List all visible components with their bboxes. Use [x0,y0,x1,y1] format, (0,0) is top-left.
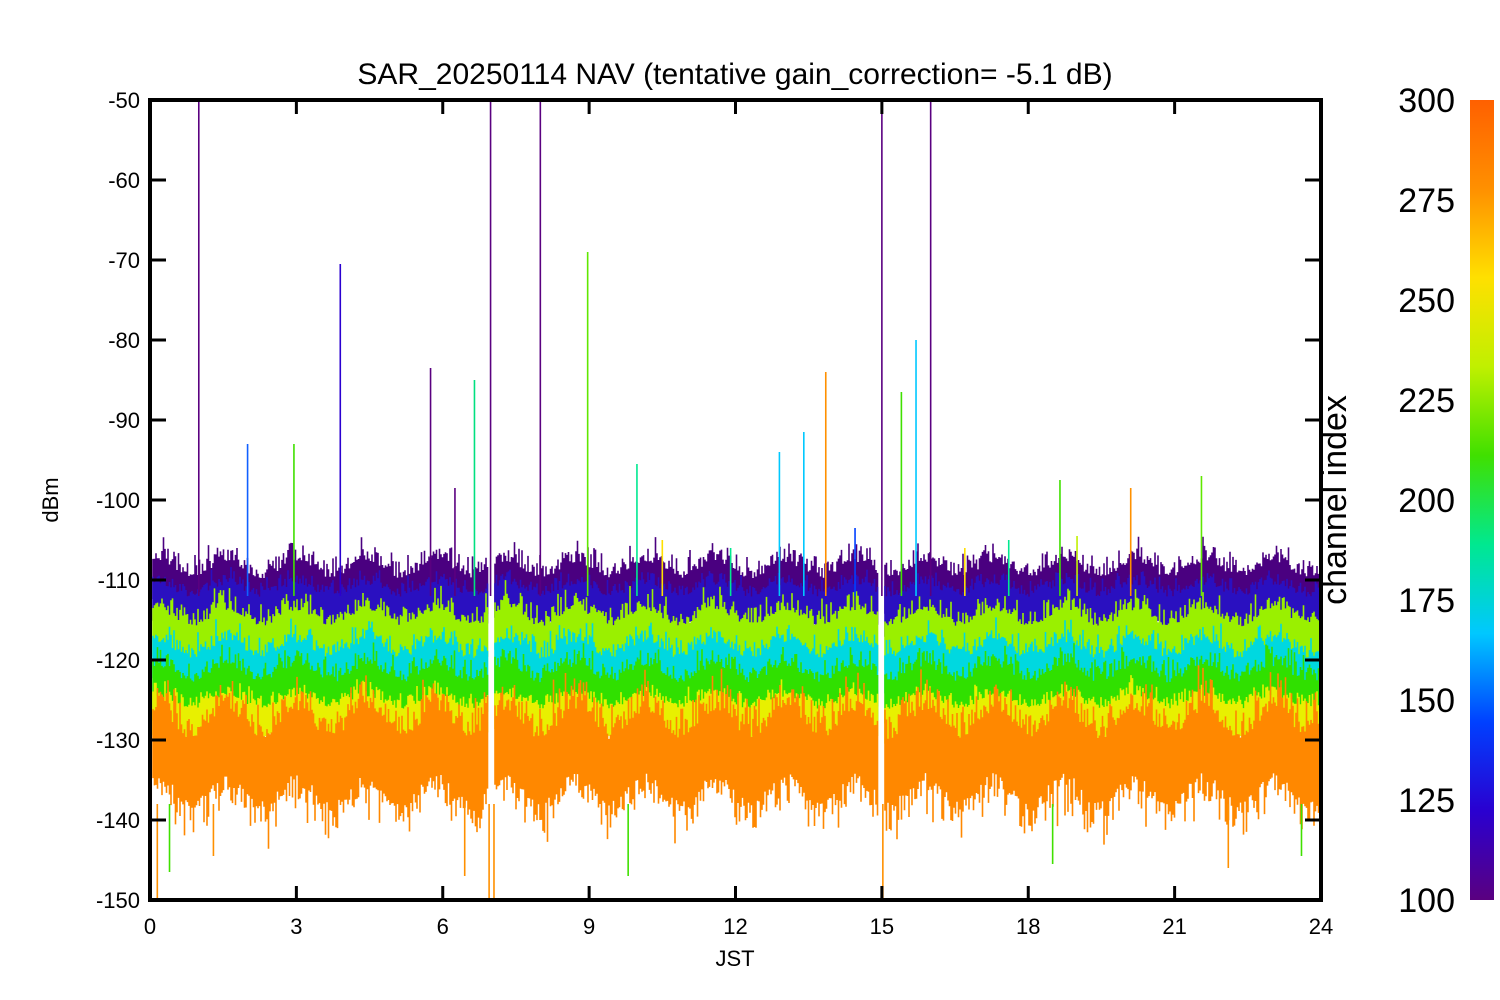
y-tick-label: -150 [96,888,140,913]
colorbar-label: channel index [1316,395,1354,605]
y-tick-label: -90 [108,408,140,433]
y-tick-label: -120 [96,648,140,673]
colorbar: 300 275 250 225 200 175 150 125 100 [1398,82,1494,920]
y-tick-label: -50 [108,88,140,113]
x-tick-label: 21 [1162,914,1186,939]
x-axis: 0 3 6 9 12 15 18 21 24 [144,100,1333,939]
noise-band-ch295 [152,665,1320,849]
chart-title: SAR_20250114 NAV (tentative gain_correct… [357,58,1112,91]
colorbar-tick-label: 175 [1398,582,1455,620]
y-tick-label: -100 [96,488,140,513]
x-tick-label: 6 [437,914,449,939]
x-tick-label: 9 [583,914,595,939]
x-tick-label: 0 [144,914,156,939]
x-tick-label: 24 [1309,914,1333,939]
x-tick-label: 3 [290,914,302,939]
y-tick-label: -110 [98,568,140,593]
y-tick-label: -140 [96,808,140,833]
plot-area [148,98,1323,902]
colorbar-tick-label: 275 [1398,182,1455,220]
spikes [156,100,1303,900]
x-tick-label: 18 [1016,914,1040,939]
colorbar-tick-label: 225 [1398,382,1455,420]
y-tick-label: -80 [108,328,140,353]
colorbar-tick-label: 150 [1398,682,1455,720]
colorbar-tick-label: 125 [1398,782,1455,820]
colorbar-tick-label: 300 [1398,82,1455,120]
x-tick-label: 12 [723,914,747,939]
noise-band-ch135 [152,567,1320,642]
noise-bands [152,536,1320,849]
colorbar-tick-label: 200 [1398,482,1455,520]
y-tick-label: -70 [108,248,140,273]
colorbar-gradient [1470,100,1494,900]
y-axis-label: dBm [38,477,63,522]
y-axis: -50 -60 -70 -80 -90 -100 -110 -120 -130 -140 -150 [96,88,1321,913]
x-tick-label: 15 [870,914,894,939]
y-tick-label: -60 [108,168,140,193]
y-tick-label: -130 [96,728,140,753]
colorbar-tick-label: 100 [1398,882,1455,920]
colorbar-ticks: 300 275 250 225 200 175 150 125 100 [1398,82,1455,920]
colorbar-tick-label: 250 [1398,282,1455,320]
x-axis-label: JST [715,946,754,971]
